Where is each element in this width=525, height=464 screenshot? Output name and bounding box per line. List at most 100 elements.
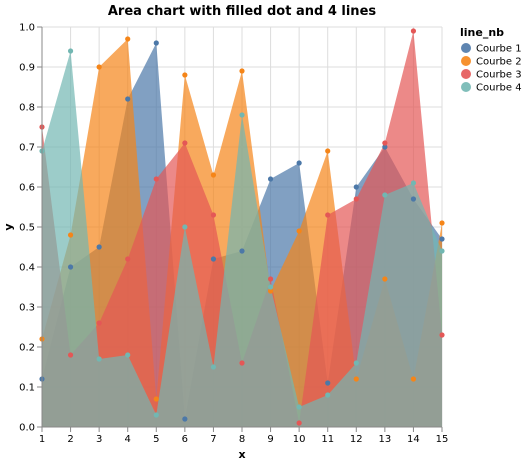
data-point-series-1	[353, 184, 359, 190]
x-axis-title: x	[238, 448, 245, 461]
data-point-series-1	[96, 244, 102, 250]
data-point-series-3	[153, 176, 159, 182]
x-tick-label: 6	[182, 434, 188, 445]
data-point-series-1	[125, 96, 131, 102]
x-tick-label: 9	[267, 434, 273, 445]
x-tick-label: 3	[96, 434, 102, 445]
legend-symbol-3	[461, 69, 471, 79]
data-point-series-4	[96, 356, 102, 362]
y-tick-label: 0.8	[19, 103, 35, 114]
data-point-series-2	[239, 68, 245, 74]
data-point-series-2	[96, 64, 102, 70]
data-point-series-1	[67, 264, 74, 270]
data-point-series-1	[325, 380, 331, 386]
x-tick-label: 4	[125, 434, 131, 445]
y-tick-label: 0.2	[19, 343, 35, 354]
y-tick-label: 0.1	[19, 383, 35, 394]
data-point-series-2	[353, 376, 359, 382]
legend-label-2: Courbe 2	[476, 57, 522, 68]
data-point-series-1	[410, 196, 417, 202]
data-point-series-4	[296, 404, 302, 410]
x-tick-label: 14	[407, 434, 420, 445]
data-point-series-3	[410, 28, 417, 34]
legend-label-1: Courbe 1	[476, 44, 522, 55]
data-point-series-4	[439, 248, 445, 254]
data-point-series-3	[96, 320, 102, 326]
data-point-series-3	[325, 212, 331, 218]
data-point-series-4	[410, 180, 417, 186]
data-point-series-4	[325, 392, 331, 398]
legend-symbol-2	[461, 56, 471, 66]
data-point-series-1	[267, 176, 274, 182]
y-axis-title: y	[2, 223, 15, 230]
data-point-series-2	[382, 276, 388, 282]
data-point-series-4	[267, 284, 274, 290]
data-point-series-4	[67, 48, 74, 54]
y-tick-label: 0.3	[19, 303, 35, 314]
data-point-series-4	[153, 412, 159, 418]
data-point-series-2	[296, 228, 302, 234]
data-point-series-1	[239, 248, 245, 254]
legend-label-3: Courbe 3	[476, 70, 522, 81]
data-point-series-4	[210, 364, 217, 370]
x-tick-label: 5	[153, 434, 159, 445]
data-point-series-4	[125, 352, 131, 358]
data-point-series-1	[210, 256, 217, 262]
data-point-series-2	[267, 288, 274, 294]
x-tick-label: 12	[350, 434, 363, 445]
data-point-series-3	[125, 256, 131, 262]
x-tick-label: 15	[436, 434, 449, 445]
x-tick-label: 1	[39, 434, 45, 445]
legend-label-4: Courbe 4	[476, 83, 522, 94]
data-point-series-1	[439, 236, 445, 242]
legend-symbol-1	[461, 43, 471, 53]
data-point-series-4	[182, 224, 188, 230]
x-tick-label: 2	[67, 434, 73, 445]
data-point-series-3	[296, 420, 302, 426]
series-points	[39, 28, 445, 426]
data-point-series-2	[410, 376, 417, 382]
y-tick-label: 0.9	[19, 63, 35, 74]
data-point-series-3	[267, 276, 274, 282]
data-point-series-1	[182, 416, 188, 422]
data-point-series-1	[296, 160, 302, 166]
data-point-series-3	[210, 212, 217, 218]
data-point-series-3	[67, 352, 74, 358]
y-tick-label: 0.6	[19, 183, 35, 194]
data-point-series-3	[439, 332, 445, 338]
y-tick-label: 1.0	[19, 23, 35, 34]
legend: line_nb Courbe 1 Courbe 2 Courbe 3 Courbe 4	[460, 26, 522, 94]
data-point-series-4	[353, 360, 359, 366]
data-point-series-2	[210, 172, 217, 178]
data-point-series-2	[439, 220, 445, 226]
axes: 0.00.10.20.30.40.50.60.70.80.91.01 2 3 4 5 6 7…	[19, 23, 448, 446]
data-point-series-4	[382, 192, 388, 198]
x-tick-label: 8	[239, 434, 245, 445]
x-tick-label: 13	[378, 434, 391, 445]
data-point-series-3	[182, 140, 188, 146]
data-point-series-2	[125, 36, 131, 42]
y-tick-label: 0.5	[19, 223, 35, 234]
x-tick-label: 11	[321, 434, 334, 445]
data-point-series-2	[325, 148, 331, 154]
y-tick-label: 0.0	[19, 423, 35, 434]
data-point-series-2	[67, 232, 74, 238]
legend-symbol-4	[461, 82, 471, 92]
data-point-series-1	[153, 40, 159, 46]
legend-title: line_nb	[460, 26, 504, 39]
data-point-series-3	[382, 140, 388, 146]
data-point-series-4	[239, 112, 245, 118]
area-series-4	[42, 51, 442, 427]
x-tick-label: 7	[210, 434, 216, 445]
data-point-series-2	[182, 72, 188, 78]
area-series-3	[42, 31, 442, 427]
series-areas	[42, 31, 442, 427]
y-tick-label: 0.7	[19, 143, 35, 154]
data-point-series-1	[382, 144, 388, 150]
data-point-series-3	[239, 360, 245, 366]
chart-title: Area chart with filled dot and 4 lines	[108, 4, 377, 19]
data-point-series-2	[153, 396, 159, 402]
x-tick-label: 10	[293, 434, 306, 445]
data-point-series-3	[353, 196, 359, 202]
